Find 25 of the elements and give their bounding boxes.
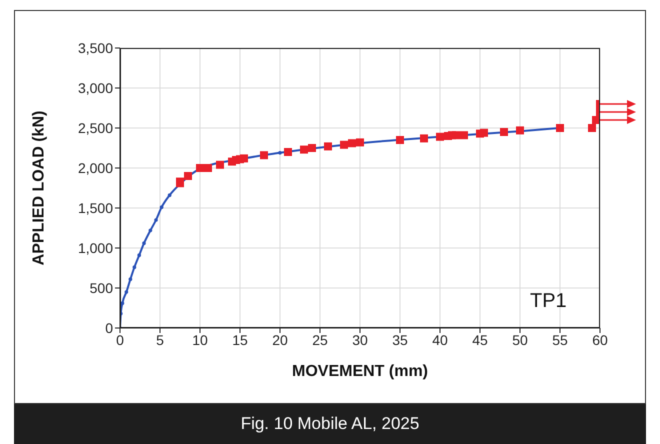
y-tick-label: 3,000: [78, 80, 114, 96]
x-tick-label: 30: [352, 332, 368, 348]
caption: Fig. 10 Mobile AL, 2025: [14, 404, 646, 444]
y-tick-label: 2,000: [78, 160, 114, 176]
x-tick-label: 55: [552, 332, 568, 348]
y-tick-label: 1,500: [78, 200, 114, 216]
x-tick-label: 20: [272, 332, 288, 348]
x-tick-label: 35: [392, 332, 408, 348]
x-tick-label: 25: [312, 332, 328, 348]
y-axis-title: APPLIED LOAD (kN): [30, 110, 48, 266]
y-tick-label: 0: [105, 320, 114, 336]
x-tick-label: 50: [512, 332, 528, 348]
y-tick-label: 2,500: [78, 120, 114, 136]
x-tick-label: 15: [232, 332, 248, 348]
annotation: TP1: [530, 290, 567, 313]
x-tick-label: 5: [156, 332, 164, 348]
x-axis-title: MOVEMENT (mm): [292, 363, 428, 380]
y-tick-label: 3,500: [78, 40, 114, 56]
x-tick-label: 45: [472, 332, 488, 348]
x-tick-label: 0: [116, 332, 124, 348]
y-tick-label: 500: [90, 280, 114, 296]
x-tick-label: 10: [192, 332, 208, 348]
x-tick-label: 40: [432, 332, 448, 348]
x-tick-label: 60: [592, 332, 608, 348]
y-tick-label: 1,000: [78, 240, 114, 256]
